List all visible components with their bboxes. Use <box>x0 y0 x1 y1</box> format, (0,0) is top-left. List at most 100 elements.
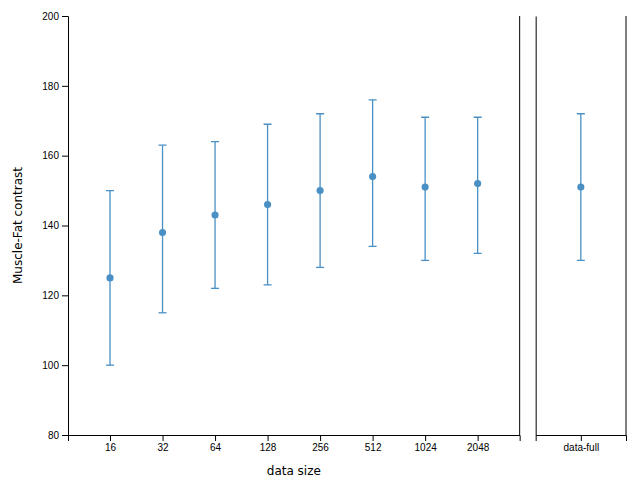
x-tick: 128 <box>260 435 277 453</box>
point <box>159 229 166 236</box>
x-axis-line <box>69 436 521 442</box>
x-tick: data-full <box>564 435 600 453</box>
error-bar <box>369 100 377 247</box>
error-cap-upper <box>577 113 585 114</box>
error-cap-upper <box>264 124 272 125</box>
panel: 80 100 120 140 160 180 200 16 32 64 128 256 512 1024 2… <box>11 11 520 478</box>
y-tick-mark <box>62 226 68 227</box>
error-bar <box>106 191 114 366</box>
error-cap-lower <box>159 312 167 313</box>
x-tick-mark <box>581 435 582 441</box>
x-tick-label: 16 <box>105 442 117 453</box>
error-cap-upper <box>421 117 429 118</box>
y-tick: 200 <box>42 11 68 22</box>
x-tick-label: 64 <box>210 442 222 453</box>
chart: 80 100 120 140 160 180 200 16 32 64 128 256 512 1024 2… <box>0 0 640 491</box>
error-cap-upper <box>106 190 114 191</box>
x-tick: 512 <box>365 435 382 453</box>
y-tick: 160 <box>42 150 68 161</box>
error-cap-upper <box>474 117 482 118</box>
error-cap-lower <box>421 260 429 261</box>
x-axis-title: data size <box>267 464 321 478</box>
error-bar <box>421 117 429 260</box>
y-tick-label: 100 <box>42 360 59 371</box>
point <box>317 187 324 194</box>
error-cap-lower <box>264 284 272 285</box>
error-cap-lower <box>577 260 585 261</box>
y-axis-title: Muscle-Fat contrast <box>11 167 25 284</box>
y-tick-mark <box>62 16 68 17</box>
error-cap-lower <box>211 288 219 289</box>
frame-line <box>626 16 627 435</box>
point <box>369 173 376 180</box>
point <box>264 201 271 208</box>
point <box>106 274 113 281</box>
y-tick-mark <box>62 156 68 157</box>
x-tick-mark <box>320 435 321 441</box>
x-tick: 16 <box>105 435 117 453</box>
y-tick: 140 <box>42 220 68 231</box>
y-tick-mark <box>62 365 68 366</box>
x-tick-mark <box>268 435 269 441</box>
error-cap-upper <box>316 113 324 114</box>
x-tick-label: 256 <box>312 442 329 453</box>
point <box>422 184 429 191</box>
marks <box>577 114 585 261</box>
error-bar <box>211 142 219 289</box>
error-bar <box>577 114 585 261</box>
x-tick-mark <box>425 435 426 441</box>
y-tick-mark <box>62 435 68 436</box>
point <box>474 180 481 187</box>
x-tick-label: 2048 <box>467 442 490 453</box>
error-bar <box>264 124 272 285</box>
error-cap-lower <box>369 246 377 247</box>
y-axis <box>536 17 537 436</box>
error-bar <box>474 117 482 253</box>
error-bar <box>316 114 324 268</box>
error-cap-lower <box>316 267 324 268</box>
x-axis: 16 32 64 128 256 512 1024 2048 <box>69 435 521 453</box>
x-tick: 64 <box>210 435 222 453</box>
error-cap-upper <box>369 99 377 100</box>
x-tick-mark <box>373 435 374 441</box>
x-axis-line <box>536 436 626 442</box>
y-axis-line <box>62 17 69 436</box>
point <box>211 211 218 218</box>
y-tick-label: 80 <box>48 430 60 441</box>
y-tick-label: 160 <box>42 150 59 161</box>
x-tick-label: data-full <box>564 442 600 453</box>
error-cap-lower <box>474 253 482 254</box>
y-tick-label: 140 <box>42 220 59 231</box>
y-axis-line <box>536 17 537 436</box>
error-cap-upper <box>159 145 167 146</box>
y-tick: 80 <box>48 430 68 441</box>
error-cap-upper <box>211 141 219 142</box>
y-tick-mark <box>62 295 68 296</box>
panel: data-full <box>536 16 626 453</box>
y-tick: 180 <box>42 81 68 92</box>
y-tick: 100 <box>42 360 68 371</box>
y-axis: 80 100 120 140 160 180 200 <box>42 11 68 441</box>
x-tick-label: 512 <box>365 442 382 453</box>
x-tick: 2048 <box>467 435 490 453</box>
x-tick-mark <box>215 435 216 441</box>
x-tick-label: 128 <box>260 442 277 453</box>
x-tick: 256 <box>312 435 329 453</box>
x-tick: 1024 <box>415 435 438 453</box>
frame-line <box>519 16 520 435</box>
y-tick-label: 180 <box>42 81 59 92</box>
x-tick-label: 32 <box>157 442 169 453</box>
x-tick-mark <box>163 435 164 441</box>
y-tick-mark <box>62 86 68 87</box>
x-tick: 32 <box>157 435 169 453</box>
marks <box>106 100 482 365</box>
error-cap-lower <box>106 365 114 366</box>
y-tick-label: 200 <box>42 11 59 22</box>
y-tick: 120 <box>42 290 68 301</box>
x-tick-mark <box>478 435 479 441</box>
x-tick-label: 1024 <box>415 442 438 453</box>
x-axis: data-full <box>536 435 626 453</box>
x-tick-mark <box>110 435 111 441</box>
error-bar <box>159 145 167 313</box>
y-tick-label: 120 <box>42 290 59 301</box>
